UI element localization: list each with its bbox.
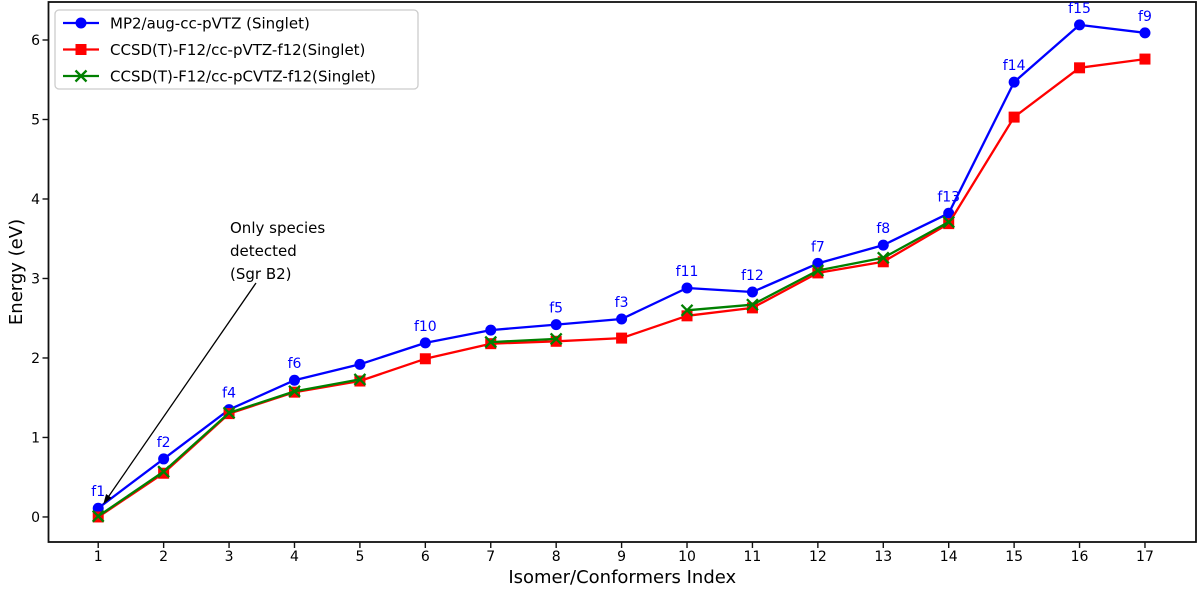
data-point-x bbox=[876, 251, 890, 265]
data-point-square bbox=[75, 44, 87, 55]
x-tick-label: 15 bbox=[1005, 549, 1023, 565]
y-tick-label: 4 bbox=[31, 192, 40, 208]
data-point-circle bbox=[419, 337, 431, 349]
point-label: f6 bbox=[288, 356, 302, 372]
annotation: Only species detected (Sgr B2) bbox=[103, 219, 325, 505]
x-tick-label: 3 bbox=[225, 549, 234, 565]
x-axis-label: Isomer/Conformers Index bbox=[508, 567, 736, 588]
point-label: f4 bbox=[222, 386, 236, 402]
y-tick-label: 0 bbox=[31, 510, 40, 526]
data-point-x bbox=[549, 332, 563, 346]
series-0 bbox=[92, 19, 1151, 514]
x-tick-label: 2 bbox=[159, 549, 168, 565]
x-tick-label: 17 bbox=[1136, 549, 1154, 565]
data-point-x bbox=[353, 373, 367, 386]
data-point-x bbox=[746, 298, 759, 312]
series-1 bbox=[92, 53, 1151, 523]
data-point-x bbox=[222, 406, 236, 420]
annotation-arrow-line bbox=[106, 282, 257, 499]
y-tick-label: 3 bbox=[31, 271, 40, 287]
legend: MP2/aug-cc-pVTZ (Singlet) CCSD(T)-F12/cc-… bbox=[54, 9, 419, 90]
point-label: f15 bbox=[1068, 1, 1091, 17]
data-point-x bbox=[811, 264, 825, 277]
point-label: f11 bbox=[676, 264, 699, 280]
data-point-circle bbox=[75, 17, 87, 29]
x-tick-label: 5 bbox=[355, 549, 364, 565]
data-point-square bbox=[550, 335, 562, 347]
data-point-square bbox=[419, 353, 431, 365]
data-point-x bbox=[680, 303, 694, 317]
legend-label: CCSD(T)-F12/cc-pCVTZ-f12(Singlet) bbox=[110, 68, 376, 86]
data-point-circle bbox=[812, 257, 824, 269]
y-tick-label: 2 bbox=[31, 351, 40, 367]
data-point-circle bbox=[1139, 27, 1151, 39]
legend-label: MP2/aug-cc-pVTZ (Singlet) bbox=[110, 15, 310, 33]
legend-label: CCSD(T)-F12/cc-pVTZ-f12(Singlet) bbox=[110, 41, 365, 59]
data-point-x bbox=[74, 69, 88, 83]
x-tick-label: 11 bbox=[744, 549, 762, 565]
x-tick-label: 16 bbox=[1071, 549, 1089, 565]
annotation-text-line: detected bbox=[230, 242, 297, 260]
data-point-circle bbox=[1074, 19, 1086, 31]
x-tick-label: 8 bbox=[552, 549, 561, 565]
data-point-square bbox=[1074, 62, 1086, 74]
x-tick-label: 10 bbox=[678, 549, 696, 565]
data-point-circle bbox=[1008, 76, 1020, 88]
point-label: f5 bbox=[549, 301, 563, 317]
data-point-circle bbox=[746, 286, 758, 298]
x-tick-label: 13 bbox=[874, 549, 892, 565]
data-point-circle bbox=[158, 453, 170, 465]
annotation-text-line: Only species bbox=[230, 219, 325, 237]
legend-box bbox=[54, 9, 419, 90]
data-point-circle bbox=[92, 502, 104, 514]
point-label: f9 bbox=[1138, 9, 1152, 25]
data-point-circle bbox=[877, 239, 889, 251]
x-tick-label: 7 bbox=[486, 549, 495, 565]
data-point-square bbox=[616, 332, 628, 344]
data-point-circle bbox=[485, 324, 497, 336]
x-tick-label: 4 bbox=[290, 549, 299, 565]
x-tick-label: 14 bbox=[940, 549, 958, 565]
data-point-circle bbox=[354, 358, 366, 370]
point-label: f2 bbox=[157, 435, 171, 451]
data-point-x bbox=[288, 385, 301, 398]
data-point-x bbox=[157, 465, 170, 478]
x-tick-label: 1 bbox=[94, 549, 103, 565]
y-tick-label: 5 bbox=[31, 112, 40, 128]
point-label: f13 bbox=[937, 189, 960, 205]
y-tick-label: 6 bbox=[31, 33, 40, 49]
data-point-circle bbox=[550, 319, 562, 331]
data-point-square bbox=[1139, 53, 1151, 65]
annotation-text-line: (Sgr B2) bbox=[230, 265, 292, 283]
x-tick-label: 6 bbox=[421, 549, 430, 565]
y-axis-label: Energy (eV) bbox=[6, 219, 27, 325]
data-point-circle bbox=[288, 374, 300, 386]
data-point-circle bbox=[681, 282, 693, 294]
point-label: f10 bbox=[414, 319, 437, 335]
point-label: f8 bbox=[876, 221, 890, 237]
point-label: f7 bbox=[811, 239, 825, 255]
data-point-square bbox=[746, 302, 758, 314]
data-point-circle bbox=[943, 207, 955, 219]
data-point-square bbox=[812, 267, 824, 279]
data-point-x bbox=[942, 215, 956, 229]
x-tick-label: 12 bbox=[809, 549, 827, 565]
point-label: f12 bbox=[741, 268, 764, 284]
data-point-circle bbox=[616, 313, 628, 325]
data-point-square bbox=[681, 310, 693, 322]
point-label: f3 bbox=[615, 295, 629, 311]
data-point-square bbox=[1008, 111, 1020, 123]
data-point-square bbox=[877, 256, 889, 268]
series-2 bbox=[91, 215, 956, 523]
x-tick-label: 9 bbox=[617, 549, 626, 565]
y-tick-label: 1 bbox=[31, 430, 40, 446]
data-point-x bbox=[91, 509, 105, 523]
annotation-arrow-head bbox=[103, 494, 112, 505]
data-point-x bbox=[484, 335, 498, 349]
series-line bbox=[97, 57, 1146, 518]
point-label: f14 bbox=[1003, 58, 1026, 74]
point-label: f1 bbox=[91, 484, 105, 500]
